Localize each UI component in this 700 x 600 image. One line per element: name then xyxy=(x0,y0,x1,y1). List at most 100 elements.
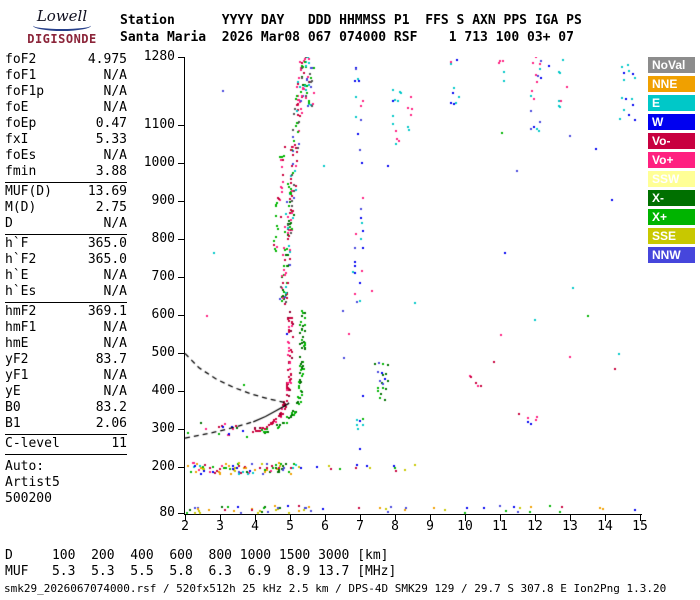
param-row: foEs N/A xyxy=(5,148,127,164)
legend-item-ssw: SSW xyxy=(648,171,695,187)
param-row: MUF(D) 13.69 xyxy=(5,184,127,200)
legend-item-x: X- xyxy=(648,190,695,206)
param-label: hmF2 xyxy=(5,304,37,319)
param-value: 2.06 xyxy=(95,416,127,431)
param-label: h`F2 xyxy=(5,252,37,267)
legend-item-noval: NoVal xyxy=(648,57,695,73)
param-value: N/A xyxy=(103,284,127,299)
param-row: foF2 4.975 xyxy=(5,52,127,68)
param-value: 3.88 xyxy=(95,164,127,179)
y-tick xyxy=(178,353,184,355)
y-tick xyxy=(178,391,184,393)
param-row: D N/A xyxy=(5,216,127,232)
x-tick-label: 4 xyxy=(251,519,259,534)
param-row: hmF2 369.1 xyxy=(5,304,127,320)
param-value: 0.47 xyxy=(95,116,127,131)
param-row: hmF1 N/A xyxy=(5,320,127,336)
param-label: fxI xyxy=(5,132,29,147)
sidebar-group: hmF2 369.1 hmF1 N/A hmE N/A yF2 83.7 yF1 N/A yE N/A… xyxy=(5,303,127,435)
y-tick-label: 700 xyxy=(151,269,175,285)
param-value: 83.7 xyxy=(95,352,127,367)
y-tick xyxy=(178,467,184,469)
param-label: foF2 xyxy=(5,52,37,67)
param-row: foF1p N/A xyxy=(5,84,127,100)
param-value: 4.975 xyxy=(87,52,127,67)
param-label: MUF(D) xyxy=(5,184,52,199)
y-tick-label: 1100 xyxy=(143,117,175,133)
param-row: foE N/A xyxy=(5,100,127,116)
autoscale-line: Auto: xyxy=(5,459,45,474)
sidebar-group: h`F 365.0 h`F2 365.0 h`E N/A h`Es N/A xyxy=(5,235,127,303)
legend-item-nne: NNE xyxy=(648,76,695,92)
param-value: N/A xyxy=(103,336,127,351)
param-row: B1 2.06 xyxy=(5,416,127,432)
x-tick xyxy=(360,515,361,521)
param-value: N/A xyxy=(103,216,127,231)
ionogram-canvas xyxy=(185,57,644,516)
station-header: Station YYYY DAY DDD HHMMSS P1 FFS S AXN… xyxy=(120,12,582,46)
param-label: B1 xyxy=(5,416,21,431)
param-label: h`E xyxy=(5,268,29,283)
param-label: foF1 xyxy=(5,68,37,83)
ionogram-plot: 2 3 4 5 6 7 8 9 10 11 12 13 14 15 1280 1100 1000 900 800 70… xyxy=(144,50,648,535)
param-label: D xyxy=(5,216,13,231)
param-value: N/A xyxy=(103,68,127,83)
autoscale-line: Artist5 xyxy=(5,475,60,490)
header-station-values: Santa Maria 2026 Mar08 067 074000 RSF 1 … xyxy=(120,30,574,45)
param-label: foE xyxy=(5,100,29,115)
y-tick-label: 800 xyxy=(151,231,175,247)
param-value: 13.69 xyxy=(87,184,127,199)
x-tick-label: 15 xyxy=(632,519,648,534)
y-tick xyxy=(178,239,184,241)
x-tick-label: 5 xyxy=(286,519,294,534)
param-value: N/A xyxy=(103,148,127,163)
y-tick xyxy=(178,429,184,431)
param-row: foF1 N/A xyxy=(5,68,127,84)
legend-item-nnw: NNW xyxy=(648,247,695,263)
distance-row: D 100 200 400 600 800 1000 1500 3000 [km… xyxy=(5,548,389,563)
param-row: fxI 5.33 xyxy=(5,132,127,148)
param-row: foEp 0.47 xyxy=(5,116,127,132)
param-label: M(D) xyxy=(5,200,37,215)
param-value: 365.0 xyxy=(87,252,127,267)
y-tick xyxy=(178,57,184,58)
y-tick-label: 1280 xyxy=(143,49,175,64)
param-row: h`E N/A xyxy=(5,268,127,284)
param-value: 5.33 xyxy=(95,132,127,147)
y-tick xyxy=(178,201,184,203)
legend-item-sse: SSE xyxy=(648,228,695,244)
param-row: yE N/A xyxy=(5,384,127,400)
x-tick-label: 6 xyxy=(321,519,329,534)
lowell-digisonde-logo: Lowell DIGISONDE xyxy=(8,7,116,46)
legend-item-vo: Vo- xyxy=(648,133,695,149)
param-row: yF2 83.7 xyxy=(5,352,127,368)
y-tick xyxy=(178,163,184,165)
param-label: fmin xyxy=(5,164,37,179)
param-value: N/A xyxy=(103,268,127,283)
logo-swoosh-icon xyxy=(33,20,91,31)
param-label: C-level xyxy=(5,436,60,451)
logo-digisonde-text: DIGISONDE xyxy=(27,32,97,46)
x-tick xyxy=(535,515,536,521)
x-tick xyxy=(255,515,256,521)
legend-item-e: E xyxy=(648,95,695,111)
param-row: yF1 N/A xyxy=(5,368,127,384)
param-label: hmE xyxy=(5,336,29,351)
y-tick xyxy=(178,125,184,127)
param-row: h`Es N/A xyxy=(5,284,127,300)
y-tick-label: 300 xyxy=(151,421,175,437)
param-row: fmin 3.88 xyxy=(5,164,127,180)
autoscale-line: 500200 xyxy=(5,491,52,506)
muf-row: MUF 5.3 5.3 5.5 5.8 6.3 6.9 8.9 13.7 [MH… xyxy=(5,564,397,579)
y-tick xyxy=(178,315,184,317)
x-tick xyxy=(640,515,641,521)
param-value: 83.2 xyxy=(95,400,127,415)
param-value: 365.0 xyxy=(87,236,127,251)
param-label: foEp xyxy=(5,116,37,131)
sidebar-group: foF2 4.975 foF1 N/A foF1p N/A foE N/A foEp 0.47 fx… xyxy=(5,51,127,183)
x-tick xyxy=(430,515,431,521)
x-tick xyxy=(395,515,396,521)
x-tick-label: 14 xyxy=(597,519,613,534)
x-tick-label: 13 xyxy=(562,519,578,534)
param-label: yF2 xyxy=(5,352,29,367)
